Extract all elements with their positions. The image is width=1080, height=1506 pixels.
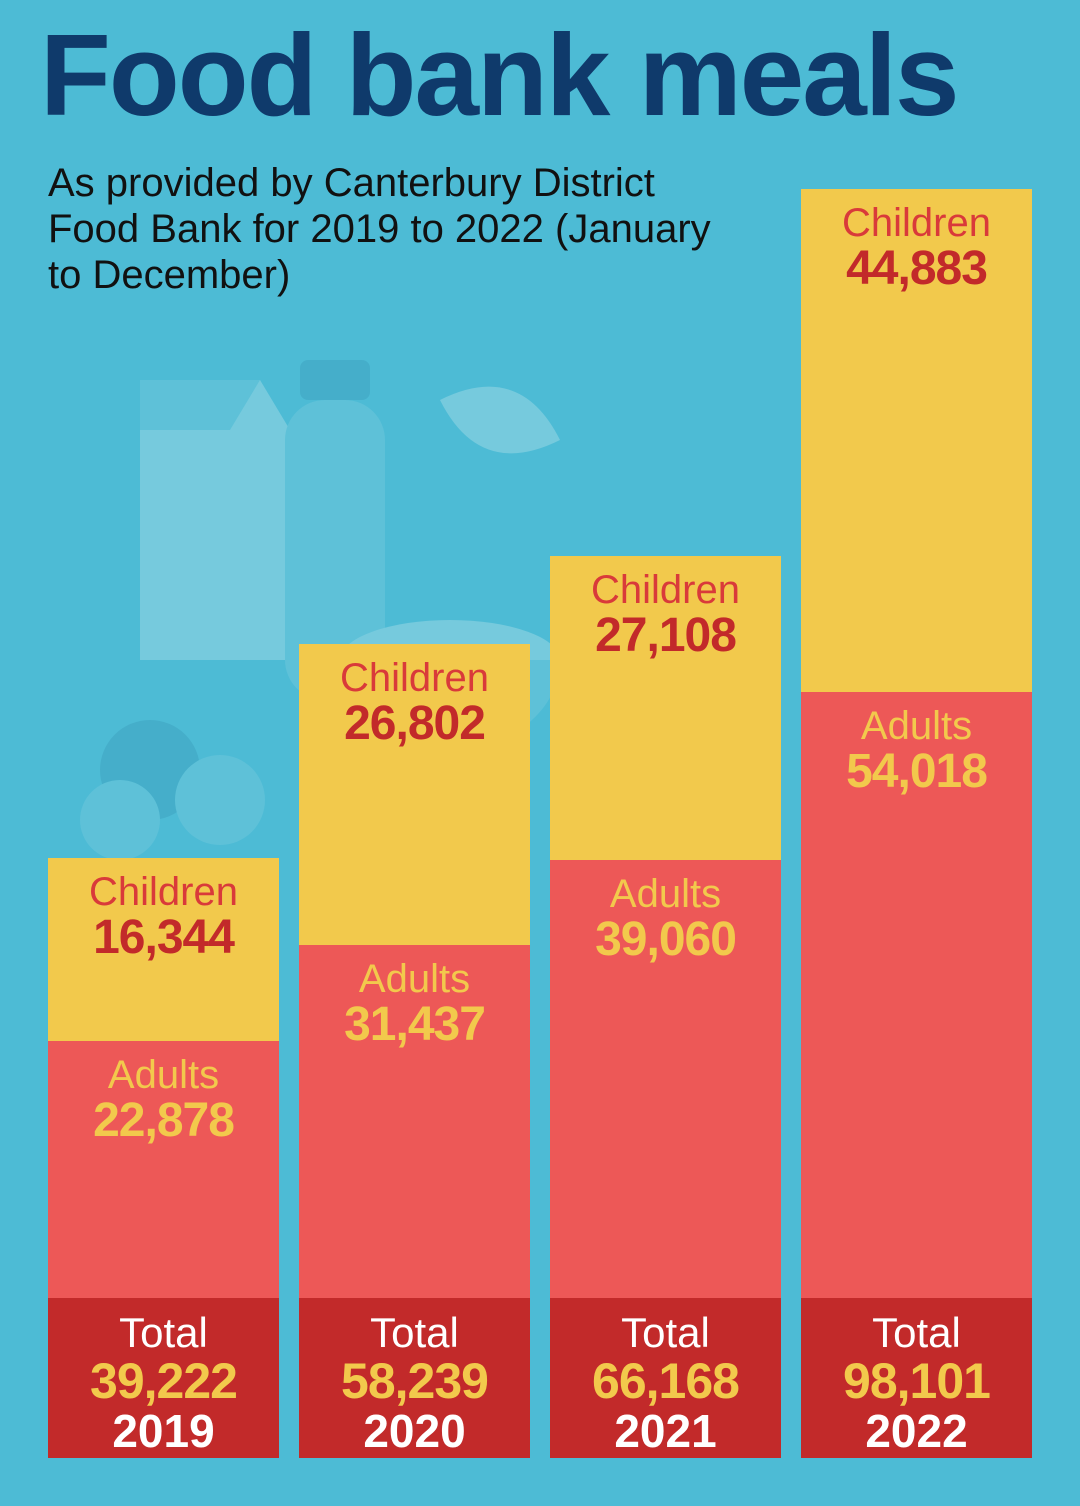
- total-label: Total: [872, 1312, 961, 1354]
- total-value: 66,168: [592, 1356, 739, 1406]
- bar-footer: Total98,1012022: [801, 1298, 1032, 1458]
- total-value: 39,222: [90, 1356, 237, 1406]
- year-label: 2022: [865, 1408, 967, 1454]
- children-value: 27,108: [595, 612, 736, 660]
- year-label: 2021: [614, 1408, 716, 1454]
- adults-segment: Adults31,437: [299, 945, 530, 1298]
- children-label: Children: [89, 872, 238, 912]
- children-label: Children: [842, 203, 991, 243]
- year-label: 2020: [363, 1408, 465, 1454]
- total-label: Total: [119, 1312, 208, 1354]
- infographic-title: Food bank meals: [40, 20, 958, 130]
- adults-segment: Adults39,060: [550, 860, 781, 1298]
- children-value: 44,883: [846, 245, 987, 293]
- children-segment: Children26,802: [299, 644, 530, 945]
- adults-value: 31,437: [344, 1001, 485, 1049]
- stacked-bar-chart: Children16,344Adults22,878Total39,222201…: [48, 278, 1032, 1458]
- total-value: 98,101: [843, 1356, 990, 1406]
- adults-label: Adults: [359, 959, 470, 999]
- bar-2019: Children16,344Adults22,878Total39,222201…: [48, 858, 279, 1458]
- bar-footer: Total58,2392020: [299, 1298, 530, 1458]
- children-segment: Children16,344: [48, 858, 279, 1041]
- children-label: Children: [340, 658, 489, 698]
- children-segment: Children27,108: [550, 556, 781, 860]
- adults-segment: Adults22,878: [48, 1041, 279, 1298]
- bar-2020: Children26,802Adults31,437Total58,239202…: [299, 644, 530, 1458]
- total-label: Total: [621, 1312, 710, 1354]
- adults-label: Adults: [108, 1055, 219, 1095]
- bar-footer: Total66,1682021: [550, 1298, 781, 1458]
- children-value: 26,802: [344, 700, 485, 748]
- adults-value: 54,018: [846, 748, 987, 796]
- children-label: Children: [591, 570, 740, 610]
- bar-2022: Children44,883Adults54,018Total98,101202…: [801, 189, 1032, 1458]
- adults-value: 39,060: [595, 916, 736, 964]
- adults-label: Adults: [861, 706, 972, 746]
- bar-footer: Total39,2222019: [48, 1298, 279, 1458]
- children-value: 16,344: [93, 914, 234, 962]
- total-label: Total: [370, 1312, 459, 1354]
- bar-2021: Children27,108Adults39,060Total66,168202…: [550, 556, 781, 1458]
- year-label: 2019: [112, 1408, 214, 1454]
- children-segment: Children44,883: [801, 189, 1032, 692]
- adults-segment: Adults54,018: [801, 692, 1032, 1298]
- total-value: 58,239: [341, 1356, 488, 1406]
- adults-value: 22,878: [93, 1097, 234, 1145]
- adults-label: Adults: [610, 874, 721, 914]
